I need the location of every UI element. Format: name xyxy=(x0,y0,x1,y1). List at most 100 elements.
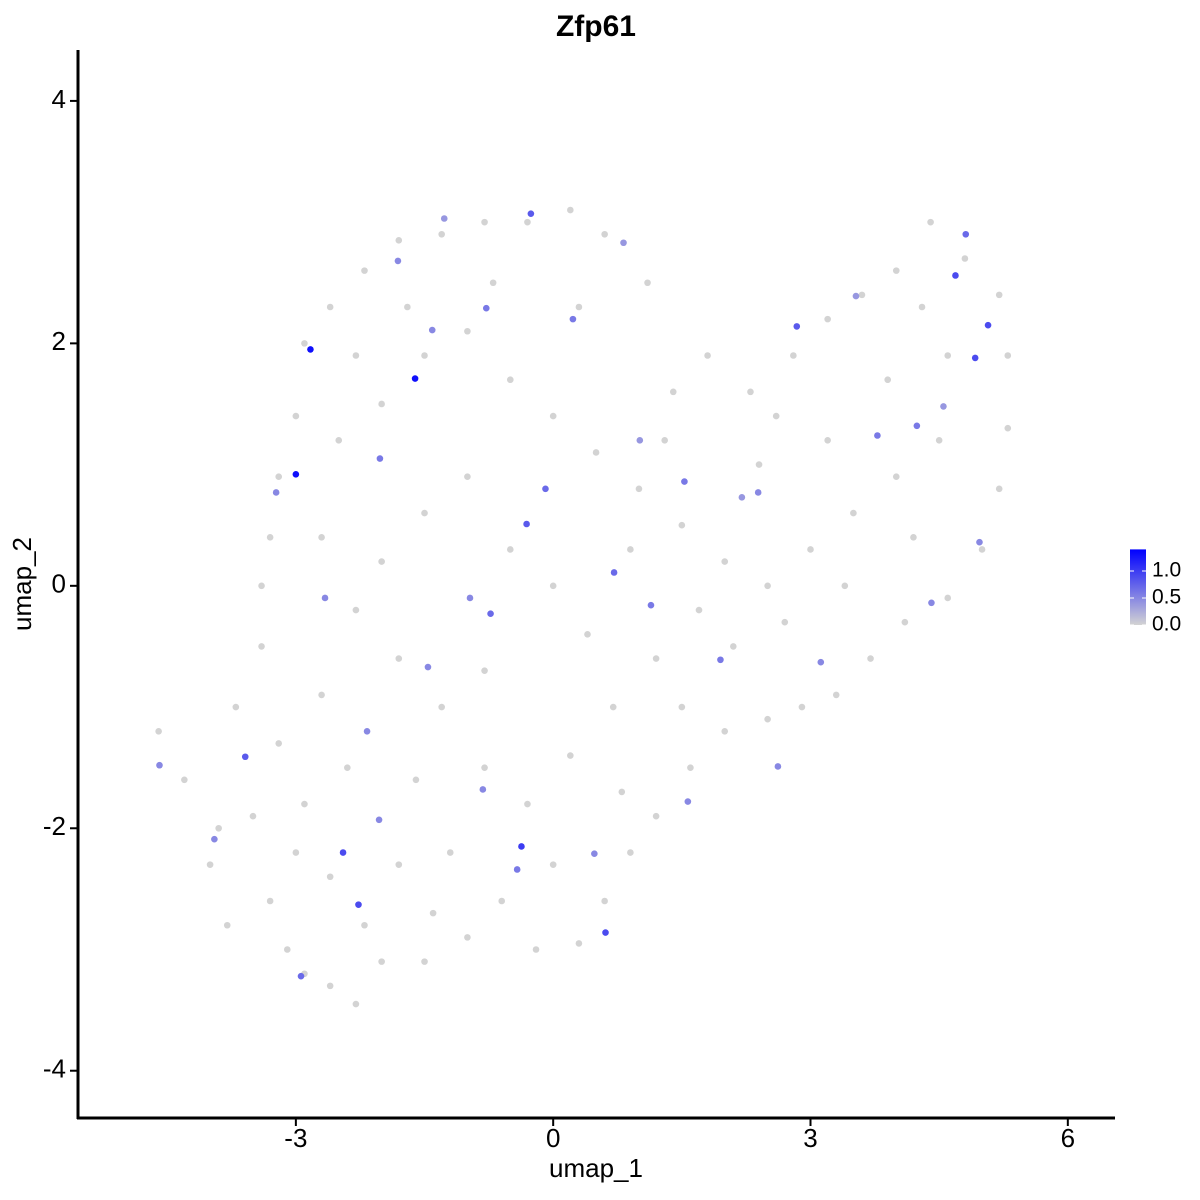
y-axis-label: umap_2 xyxy=(7,537,37,631)
point xyxy=(283,946,291,953)
point xyxy=(411,375,419,382)
y-tick-label: 0 xyxy=(52,569,66,599)
point xyxy=(995,485,1003,493)
point xyxy=(684,798,692,805)
point xyxy=(258,582,265,590)
point xyxy=(307,346,314,353)
colorbar-tick-label: 0.0 xyxy=(1152,613,1181,636)
point xyxy=(644,279,651,287)
point xyxy=(211,835,218,843)
point xyxy=(793,323,801,330)
point xyxy=(549,582,557,590)
point xyxy=(518,843,525,850)
point xyxy=(363,727,371,735)
point xyxy=(352,606,360,614)
point xyxy=(549,861,557,868)
point xyxy=(602,929,609,936)
point xyxy=(527,210,535,217)
point xyxy=(352,352,360,359)
point xyxy=(1004,352,1012,359)
point xyxy=(344,764,351,771)
point xyxy=(940,403,947,410)
point xyxy=(978,546,986,553)
point xyxy=(798,703,806,711)
point xyxy=(394,257,402,265)
point xyxy=(717,656,724,664)
point xyxy=(297,972,305,980)
point xyxy=(318,534,325,541)
point xyxy=(301,800,308,808)
point xyxy=(575,940,583,947)
point xyxy=(532,946,540,953)
point xyxy=(275,473,283,481)
point xyxy=(292,849,300,856)
point xyxy=(704,352,711,359)
point xyxy=(513,866,521,873)
x-tick-label: 3 xyxy=(803,1123,817,1153)
point xyxy=(772,412,780,420)
point xyxy=(764,715,771,723)
point xyxy=(695,606,703,614)
point xyxy=(232,703,240,711)
point xyxy=(352,1000,360,1008)
point xyxy=(361,267,368,274)
colorbar-tick-label: 0.5 xyxy=(1152,586,1181,609)
point xyxy=(962,230,970,238)
point xyxy=(892,267,900,274)
point xyxy=(584,631,591,638)
point xyxy=(487,610,494,618)
point xyxy=(774,763,782,770)
point xyxy=(927,218,934,226)
point xyxy=(721,727,729,735)
point xyxy=(375,816,383,824)
point xyxy=(755,461,763,468)
point xyxy=(764,582,771,590)
point xyxy=(687,764,694,771)
point xyxy=(874,432,881,439)
point xyxy=(395,237,403,244)
point xyxy=(301,340,308,347)
point xyxy=(479,786,487,793)
point xyxy=(395,861,403,868)
point xyxy=(155,727,162,735)
point xyxy=(498,897,506,905)
point xyxy=(378,558,385,565)
point xyxy=(241,753,249,761)
point xyxy=(378,958,385,965)
point xyxy=(620,239,627,247)
colorbar xyxy=(1130,549,1146,625)
point xyxy=(832,691,840,699)
point xyxy=(952,272,959,279)
point xyxy=(429,909,437,917)
point xyxy=(841,582,849,590)
point xyxy=(464,473,471,481)
point xyxy=(618,788,626,796)
point xyxy=(575,303,583,311)
point xyxy=(567,206,574,214)
point xyxy=(567,752,574,759)
point xyxy=(790,352,797,359)
point xyxy=(892,473,900,481)
point xyxy=(652,812,660,820)
point xyxy=(266,534,274,541)
point xyxy=(635,485,643,493)
point xyxy=(681,478,688,485)
point xyxy=(395,655,403,662)
point xyxy=(404,303,411,311)
point xyxy=(223,921,231,929)
point xyxy=(335,437,343,444)
point xyxy=(378,400,385,408)
point xyxy=(601,230,608,238)
point xyxy=(781,618,789,626)
point xyxy=(438,703,445,711)
point xyxy=(272,489,280,496)
point xyxy=(292,470,300,478)
x-tick-label: 0 xyxy=(546,1123,560,1153)
point xyxy=(609,703,617,711)
point xyxy=(464,327,471,335)
point xyxy=(730,643,737,650)
point xyxy=(867,655,874,662)
point xyxy=(678,521,686,529)
point xyxy=(326,303,334,311)
